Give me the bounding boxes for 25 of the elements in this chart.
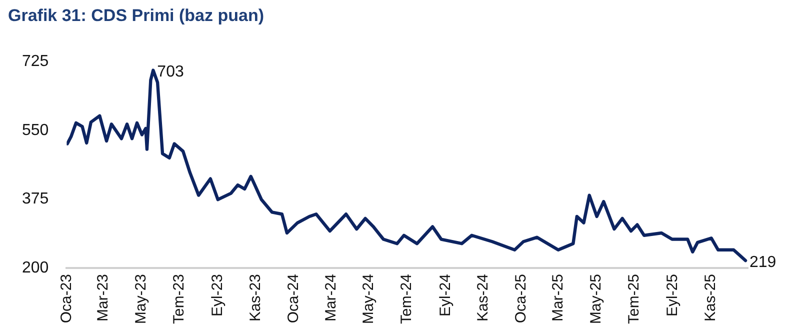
x-tick-label: Oca-23: [58, 274, 75, 324]
x-tick-label: May-25: [587, 274, 604, 324]
x-tick-label: May-23: [132, 274, 150, 324]
x-tick-label: Oca-24: [284, 274, 302, 324]
x-tick-label: Mar-24: [322, 274, 340, 322]
x-tick-label: Oca-25: [512, 274, 530, 324]
x-tick-label: Kas-24: [474, 274, 492, 322]
x-tick-label: Eyl-24: [436, 274, 454, 317]
x-tick-label: Tem-23: [170, 274, 188, 324]
y-tick-label: 200: [22, 259, 49, 276]
x-tick-label: Kas-23: [246, 274, 264, 322]
y-tick-label: 725: [22, 53, 49, 70]
x-tick-label: Eyl-25: [664, 274, 681, 317]
annotation: 703: [157, 64, 184, 81]
x-tick-label: Tem-24: [398, 274, 416, 324]
x-tick-label: Eyl-23: [209, 274, 226, 317]
y-tick-label: 375: [22, 190, 49, 208]
annotation: 219: [750, 254, 776, 271]
chart-title: Grafik 31: CDS Primi (baz puan): [8, 6, 264, 26]
x-tick-label: Mar-23: [94, 274, 112, 322]
x-tick-label: May-24: [360, 274, 378, 324]
x-tick-label: Tem-25: [625, 274, 642, 324]
y-tick-label: 550: [22, 122, 49, 139]
x-tick-label: Mar-25: [549, 274, 566, 322]
x-tick-label: Kas-25: [702, 274, 719, 322]
